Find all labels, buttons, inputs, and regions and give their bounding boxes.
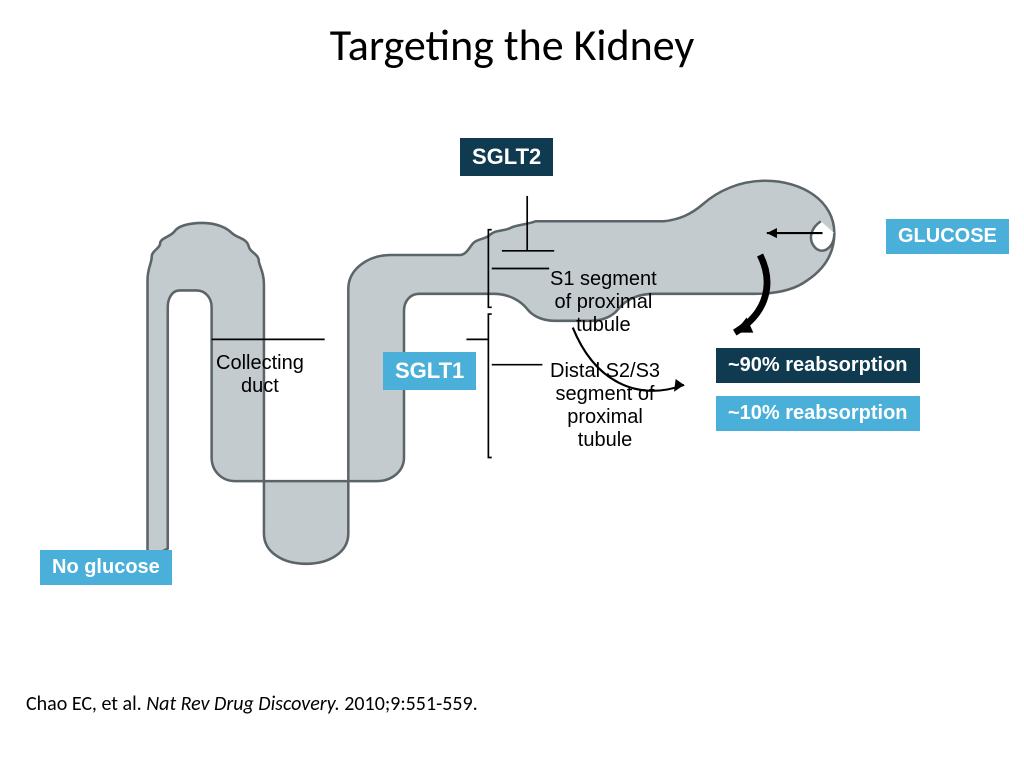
label-glucose: GLUCOSE [886,219,1009,254]
reabs10-arrow-head [674,379,684,392]
label-reabs-10: ~10% reabsorption [716,396,920,431]
citation-authors: Chao EC, et al. [26,692,142,716]
label-s1-segment: S1 segment of proximal tubule [550,268,657,337]
label-reabs-90: ~90% reabsorption [716,348,920,383]
citation: Chao EC, et al. Nat Rev Drug Discovery. … [26,692,478,716]
label-collecting-duct: Collecting duct [216,352,304,398]
label-no-glucose: No glucose [40,550,172,585]
label-sglt2: SGLT2 [460,138,553,176]
citation-yvp: 2010;9:551-559. [344,692,477,716]
page-title: Targeting the Kidney [0,0,1024,72]
label-sglt1: SGLT1 [383,352,476,390]
sglt1-bracket [488,314,491,457]
slide: Targeting the Kidney SGLT2 SGLT1 GLUCOSE [0,0,1024,768]
label-s2s3-segment: Distal S2/S3 segment of proximal tubule [550,360,660,452]
citation-journal: Nat Rev Drug Discovery. [146,692,339,716]
